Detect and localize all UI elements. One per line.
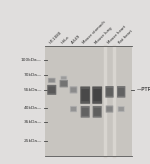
FancyBboxPatch shape (92, 86, 102, 104)
FancyBboxPatch shape (106, 88, 113, 96)
Text: 55kDa—: 55kDa— (24, 88, 42, 92)
FancyBboxPatch shape (106, 107, 112, 112)
FancyBboxPatch shape (70, 106, 77, 112)
FancyBboxPatch shape (47, 85, 56, 95)
FancyBboxPatch shape (82, 108, 89, 116)
Text: 35kDa—: 35kDa— (24, 120, 42, 124)
FancyBboxPatch shape (60, 76, 67, 80)
FancyBboxPatch shape (94, 108, 101, 116)
FancyBboxPatch shape (105, 86, 114, 98)
FancyBboxPatch shape (60, 80, 68, 87)
FancyBboxPatch shape (93, 89, 101, 101)
FancyBboxPatch shape (117, 86, 125, 98)
FancyBboxPatch shape (71, 107, 76, 111)
FancyBboxPatch shape (106, 105, 113, 113)
Text: Mouse heart: Mouse heart (107, 25, 127, 45)
FancyBboxPatch shape (118, 107, 124, 111)
Text: 100kDa—: 100kDa— (21, 58, 42, 62)
FancyBboxPatch shape (80, 86, 90, 104)
FancyBboxPatch shape (81, 89, 89, 101)
FancyBboxPatch shape (48, 86, 55, 93)
FancyBboxPatch shape (60, 81, 67, 86)
Text: HeLa: HeLa (61, 35, 71, 45)
Text: Rat heart: Rat heart (118, 30, 134, 45)
Text: Mouse stomach: Mouse stomach (82, 20, 107, 45)
Text: A-549: A-549 (71, 34, 81, 45)
Text: 25kDa—: 25kDa— (24, 139, 42, 143)
FancyBboxPatch shape (81, 106, 90, 118)
FancyBboxPatch shape (49, 79, 55, 82)
FancyBboxPatch shape (93, 106, 102, 118)
Text: —PTRF: —PTRF (136, 87, 150, 92)
FancyBboxPatch shape (61, 76, 66, 79)
Text: HT-1080: HT-1080 (49, 31, 63, 45)
FancyBboxPatch shape (48, 78, 56, 83)
Text: 70kDa—: 70kDa— (24, 73, 42, 77)
FancyBboxPatch shape (70, 87, 76, 92)
Text: Mouse lung: Mouse lung (94, 26, 113, 45)
Bar (45, 46, 132, 156)
FancyBboxPatch shape (118, 106, 125, 112)
FancyBboxPatch shape (118, 88, 124, 96)
Text: 40kDa—: 40kDa— (24, 106, 42, 110)
FancyBboxPatch shape (70, 86, 77, 93)
